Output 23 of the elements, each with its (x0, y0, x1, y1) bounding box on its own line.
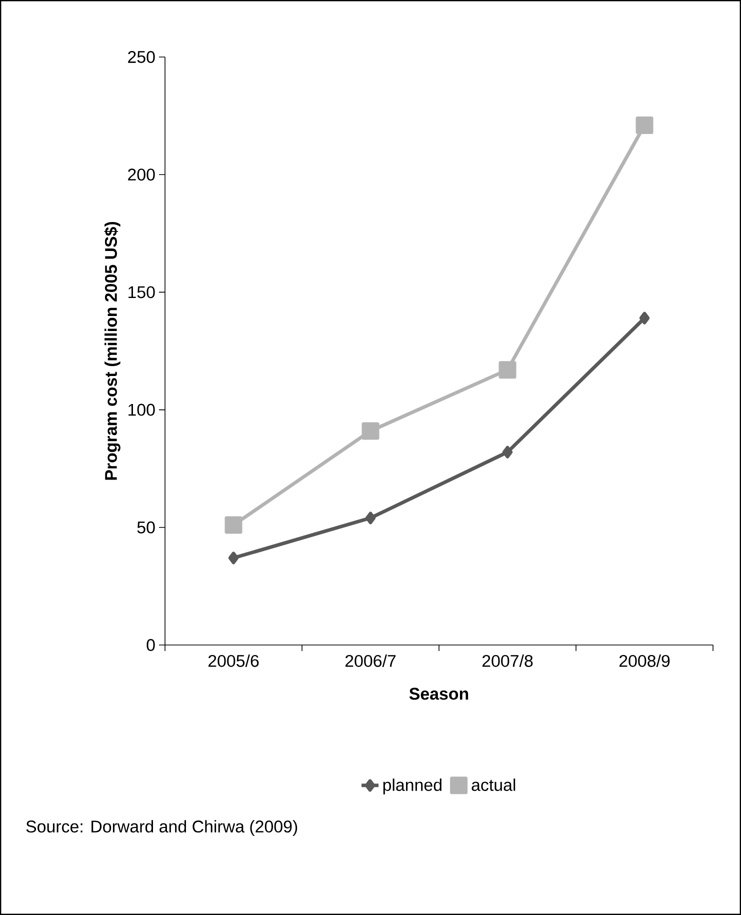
point (228, 552, 239, 564)
y-tick-label: 200 (128, 168, 155, 181)
y-tick-label: 100 (128, 404, 155, 416)
y-tick-label: 250 (128, 50, 155, 63)
x-tick-label: 2006/7 (345, 654, 396, 667)
x-tick-label: 2007/8 (482, 654, 533, 667)
point (365, 512, 376, 524)
x-tick-label: 2005/6 (208, 654, 259, 667)
point (502, 446, 513, 458)
y-tick-label: 50 (137, 521, 155, 534)
point (636, 116, 654, 134)
y-tick-label: 150 (128, 286, 155, 298)
point (362, 422, 380, 440)
point (224, 516, 242, 534)
point (639, 312, 650, 324)
x-tick-label: 2008/9 (619, 654, 670, 667)
point (498, 361, 516, 379)
legend-label: planned (383, 778, 442, 794)
legend-label: actual (472, 778, 516, 791)
x-axis-title: Season (409, 688, 468, 700)
y-axis-title: Program cost (million 2005 US$) (104, 222, 120, 480)
source-note: Source: Dorward and Chirwa (2009) (26, 820, 298, 836)
y-tick-label: 0 (146, 639, 155, 651)
